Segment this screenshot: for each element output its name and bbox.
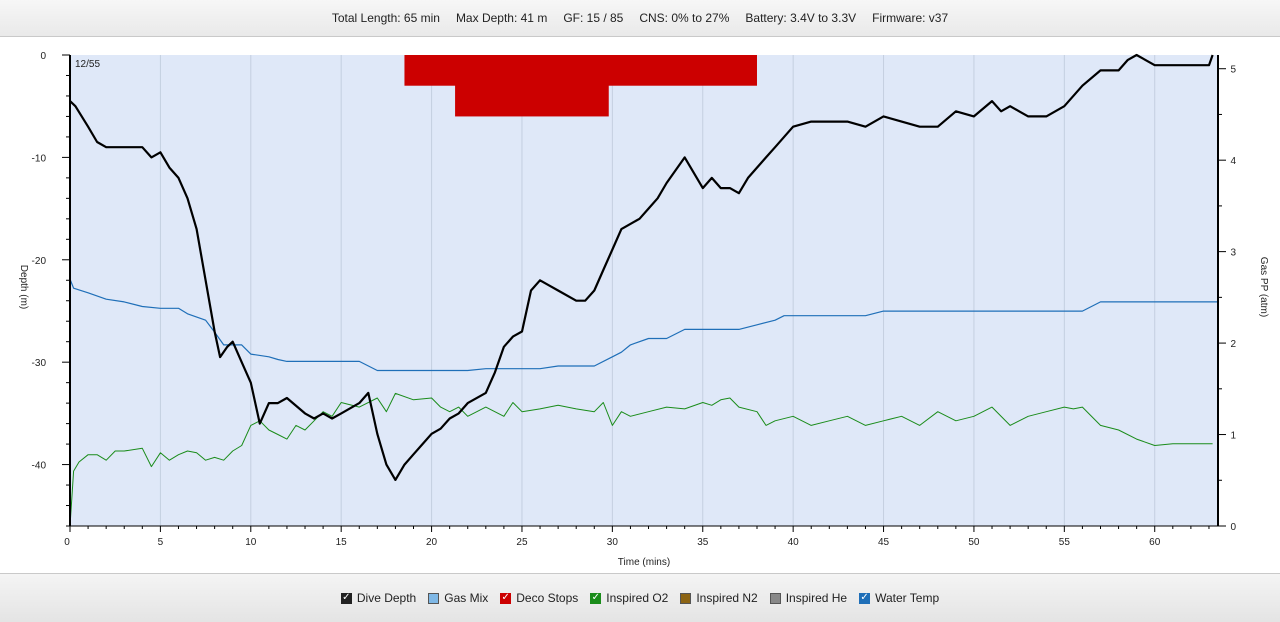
y-tick-label-left: -20	[32, 256, 47, 267]
y-axis-label-left: Depth (m)	[18, 265, 29, 309]
total-length: Total Length: 65 min	[331, 11, 440, 25]
dive-summary-bar: Total Length: 65 min Max Depth: 41 m GF:…	[0, 0, 1280, 37]
legend-item-gas-mix[interactable]: Gas Mix	[428, 591, 488, 605]
x-tick-label: 35	[697, 537, 709, 548]
legend-label: Dive Depth	[356, 591, 417, 605]
gradient-factors: GF: 15 / 85	[563, 11, 624, 25]
legend-label: Inspired He	[785, 591, 848, 605]
y-tick-label-right: 5	[1230, 65, 1236, 76]
max-depth: Max Depth: 41 m	[455, 11, 548, 25]
cns: CNS: 0% to 27%	[639, 11, 730, 25]
y-tick-label-right: 0	[1230, 522, 1236, 533]
x-tick-label: 15	[336, 537, 348, 548]
firmware: Firmware: v37	[872, 11, 949, 25]
legend-label: Inspired O2	[606, 591, 669, 605]
y-tick-label-left: -40	[32, 461, 47, 472]
dive-depth-line	[69, 53, 1214, 481]
inspired-o2-line	[69, 392, 1213, 527]
checkbox-icon[interactable]: ✓	[859, 592, 871, 604]
y-tick-label-left: -30	[32, 358, 47, 369]
deco-stop	[455, 55, 609, 117]
checkbox-icon[interactable]: ✓	[340, 592, 352, 604]
checkbox-icon[interactable]: ✓	[590, 592, 602, 604]
legend-item-deco-stops[interactable]: ✓ Deco Stops	[500, 591, 578, 605]
x-tick-label: 20	[426, 537, 438, 548]
x-tick-label: 30	[607, 537, 619, 548]
x-tick-label: 10	[245, 537, 257, 548]
y-tick-label-left: -10	[32, 153, 47, 164]
legend-item-water-temp[interactable]: ✓ Water Temp	[859, 591, 939, 605]
x-tick-label: 60	[1149, 537, 1161, 548]
legend-item-dive-depth[interactable]: ✓ Dive Depth	[340, 591, 417, 605]
checkbox-icon[interactable]: ✓	[500, 592, 512, 604]
checkbox-icon[interactable]	[769, 592, 781, 604]
x-axis-label: Time (mins)	[618, 557, 670, 568]
checkbox-icon[interactable]	[428, 592, 440, 604]
x-tick-label: 5	[158, 537, 164, 548]
legend-label: Inspired N2	[696, 591, 758, 605]
y-tick-label-right: 1	[1230, 431, 1236, 442]
plot-background	[70, 55, 1218, 526]
legend-bar: ✓ Dive Depth Gas Mix ✓ Deco Stops ✓ Insp…	[0, 573, 1280, 622]
x-tick-label: 0	[64, 537, 70, 548]
y-tick-label-right: 3	[1230, 248, 1236, 259]
x-tick-label: 25	[516, 537, 528, 548]
x-tick-label: 40	[788, 537, 800, 548]
y-axis-label-right: Gas PP (atm)	[1258, 257, 1269, 317]
legend-label: Water Temp	[875, 591, 940, 605]
legend-item-inspired-n2[interactable]: Inspired N2	[680, 591, 758, 605]
x-tick-label: 50	[968, 537, 980, 548]
y-tick-label-right: 2	[1230, 339, 1236, 350]
legend-label: Gas Mix	[444, 591, 489, 605]
checkbox-icon[interactable]	[680, 592, 692, 604]
legend-label: Deco Stops	[516, 591, 579, 605]
y-tick-label-right: 4	[1230, 156, 1236, 167]
dive-profile-chart[interactable]: 0 -10 -20 -30 -40 0 1 2 3 4 5 0 5 10 15 20 25 30 35 40 45 50 5…	[0, 37, 1280, 572]
y-tick-label-left: 0	[40, 51, 46, 62]
corner-label: 12/55	[75, 59, 100, 70]
water-temp-line	[69, 278, 1218, 372]
legend-item-inspired-he[interactable]: Inspired He	[769, 591, 848, 605]
x-tick-label: 55	[1059, 537, 1071, 548]
battery: Battery: 3.4V to 3.3V	[745, 11, 857, 25]
x-tick-label: 45	[878, 537, 890, 548]
legend-item-inspired-o2[interactable]: ✓ Inspired O2	[590, 591, 668, 605]
